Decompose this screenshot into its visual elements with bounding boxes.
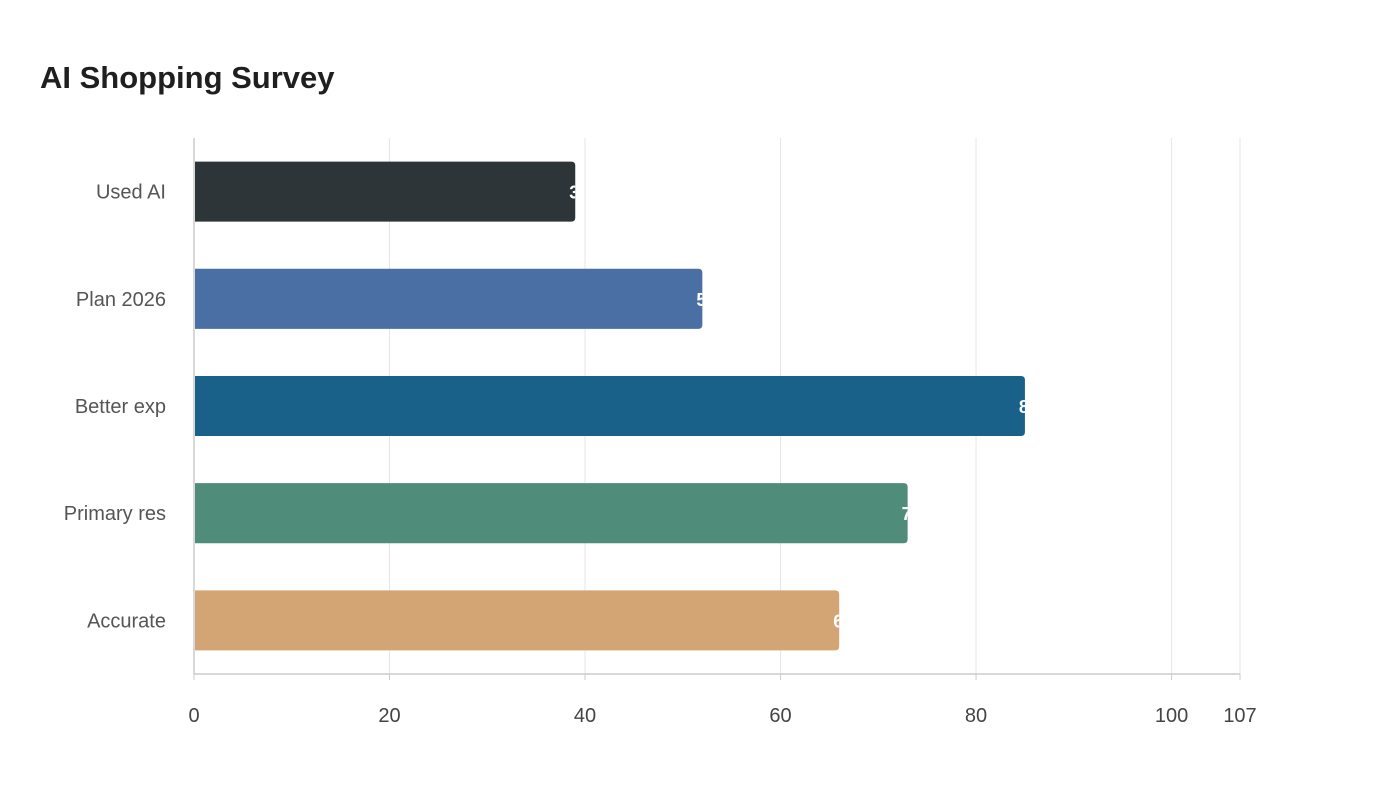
bar-used-ai xyxy=(195,161,576,222)
bar-plan-2026 xyxy=(195,268,703,329)
bar-value-label: 73 xyxy=(902,504,922,524)
bar-value-label: 39 xyxy=(569,183,589,203)
x-tick-label: 20 xyxy=(378,705,400,727)
axes xyxy=(193,138,1241,680)
x-tick-label: 0 xyxy=(188,705,199,727)
category-label: Used AI xyxy=(96,182,166,204)
bars xyxy=(195,161,1025,651)
category-label: Primary res xyxy=(64,503,166,525)
chart-title: AI Shopping Survey xyxy=(40,60,335,95)
x-tick-label: 100 xyxy=(1155,705,1188,727)
bar-primary-res xyxy=(195,483,908,544)
category-label: Plan 2026 xyxy=(76,289,166,311)
category-label: Better exp xyxy=(75,396,166,418)
bar-value-label: 66 xyxy=(833,611,853,631)
x-tick-label: 107 xyxy=(1223,705,1256,727)
x-tick-label: 40 xyxy=(574,705,596,727)
category-label: Accurate xyxy=(87,610,166,632)
x-tick-label: 80 xyxy=(965,705,987,727)
x-tick-label: 60 xyxy=(769,705,791,727)
bar-value-label: 52 xyxy=(696,290,716,310)
labels: 0 20 40 60 80 100 107 39 Used AI 52 Plan 2026 85 Bet… xyxy=(64,182,1257,727)
bar-better-exp xyxy=(195,375,1025,437)
bar-accurate xyxy=(195,590,840,651)
bar-value-label: 85 xyxy=(1019,397,1039,417)
